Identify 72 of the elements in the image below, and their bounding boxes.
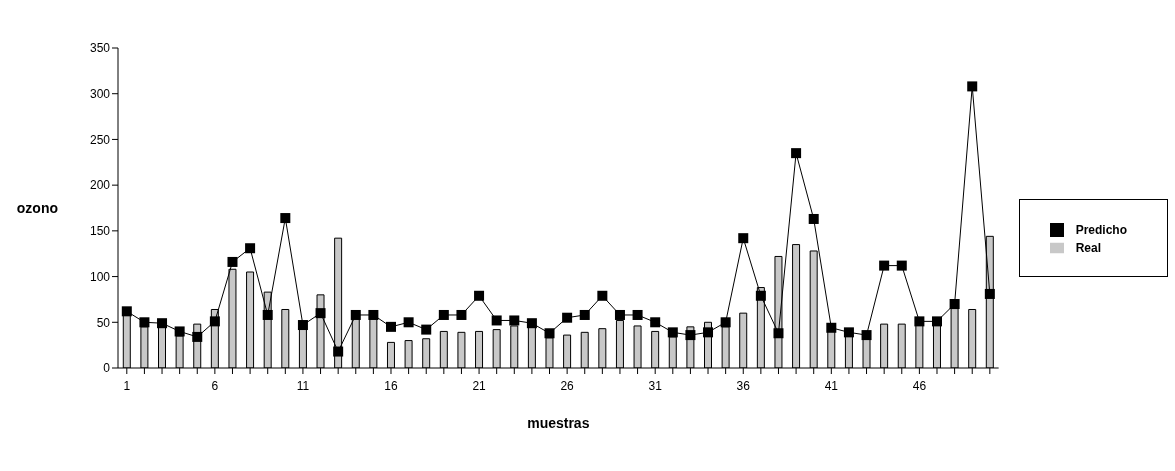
point bbox=[967, 81, 978, 92]
x-tick-label: 31 bbox=[648, 379, 663, 393]
point bbox=[456, 309, 467, 320]
point bbox=[685, 330, 696, 341]
point bbox=[826, 322, 837, 333]
x-tick-label: 16 bbox=[384, 379, 398, 393]
y-tick-label: 50 bbox=[96, 315, 111, 330]
point bbox=[474, 290, 485, 301]
x-tick-label: 26 bbox=[560, 379, 575, 393]
point bbox=[791, 148, 802, 159]
point bbox=[932, 316, 942, 327]
y-tick-label: 150 bbox=[89, 224, 111, 239]
x-tick-label: 6 bbox=[211, 379, 219, 393]
x-tick-label: 46 bbox=[912, 379, 927, 393]
point bbox=[174, 326, 185, 337]
point bbox=[755, 290, 766, 301]
point bbox=[386, 321, 396, 332]
point bbox=[438, 309, 449, 320]
point bbox=[914, 316, 925, 327]
point bbox=[350, 309, 361, 320]
point bbox=[544, 328, 555, 339]
x-axis-title: muestras bbox=[527, 415, 590, 431]
x-tick-label: 41 bbox=[824, 379, 839, 393]
point bbox=[209, 316, 220, 327]
x-tick-label: 21 bbox=[472, 379, 487, 393]
x-tick-label: 36 bbox=[736, 379, 751, 393]
point bbox=[632, 309, 643, 320]
legend-label: Predicho bbox=[1075, 223, 1127, 237]
point bbox=[297, 320, 308, 331]
point bbox=[861, 330, 872, 341]
y-tick-label: 100 bbox=[89, 269, 111, 284]
point bbox=[614, 309, 625, 320]
y-tick-label: 0 bbox=[103, 361, 111, 376]
point bbox=[403, 317, 414, 328]
point bbox=[262, 309, 273, 320]
y-tick-label: 200 bbox=[89, 178, 111, 193]
x-tick-label: 11 bbox=[296, 379, 310, 393]
point bbox=[157, 318, 168, 329]
point bbox=[773, 328, 784, 339]
point bbox=[121, 306, 132, 317]
point bbox=[280, 213, 291, 224]
legend-label: Real bbox=[1075, 241, 1101, 255]
point bbox=[368, 309, 379, 320]
y-tick-label: 250 bbox=[89, 132, 111, 147]
point bbox=[579, 309, 590, 320]
y-axis-title: ozono bbox=[16, 199, 58, 216]
point bbox=[703, 327, 714, 338]
point bbox=[808, 213, 819, 224]
point bbox=[421, 324, 432, 335]
point bbox=[949, 299, 960, 309]
point bbox=[738, 233, 749, 244]
point bbox=[843, 327, 854, 338]
x-tick-label: 1 bbox=[123, 379, 131, 393]
point bbox=[509, 315, 520, 326]
point bbox=[650, 317, 661, 328]
point bbox=[192, 331, 203, 342]
point bbox=[315, 308, 326, 319]
point bbox=[879, 260, 890, 271]
y-tick-label: 350 bbox=[89, 41, 111, 56]
point bbox=[667, 327, 678, 338]
point bbox=[333, 346, 344, 357]
point bbox=[491, 315, 502, 326]
point bbox=[139, 317, 150, 328]
point bbox=[245, 243, 256, 254]
point bbox=[720, 317, 731, 328]
point bbox=[896, 260, 907, 271]
point bbox=[984, 288, 995, 299]
point bbox=[526, 318, 537, 329]
point bbox=[562, 312, 573, 323]
point bbox=[227, 256, 238, 267]
point bbox=[597, 290, 608, 301]
y-tick-label: 300 bbox=[89, 86, 111, 101]
